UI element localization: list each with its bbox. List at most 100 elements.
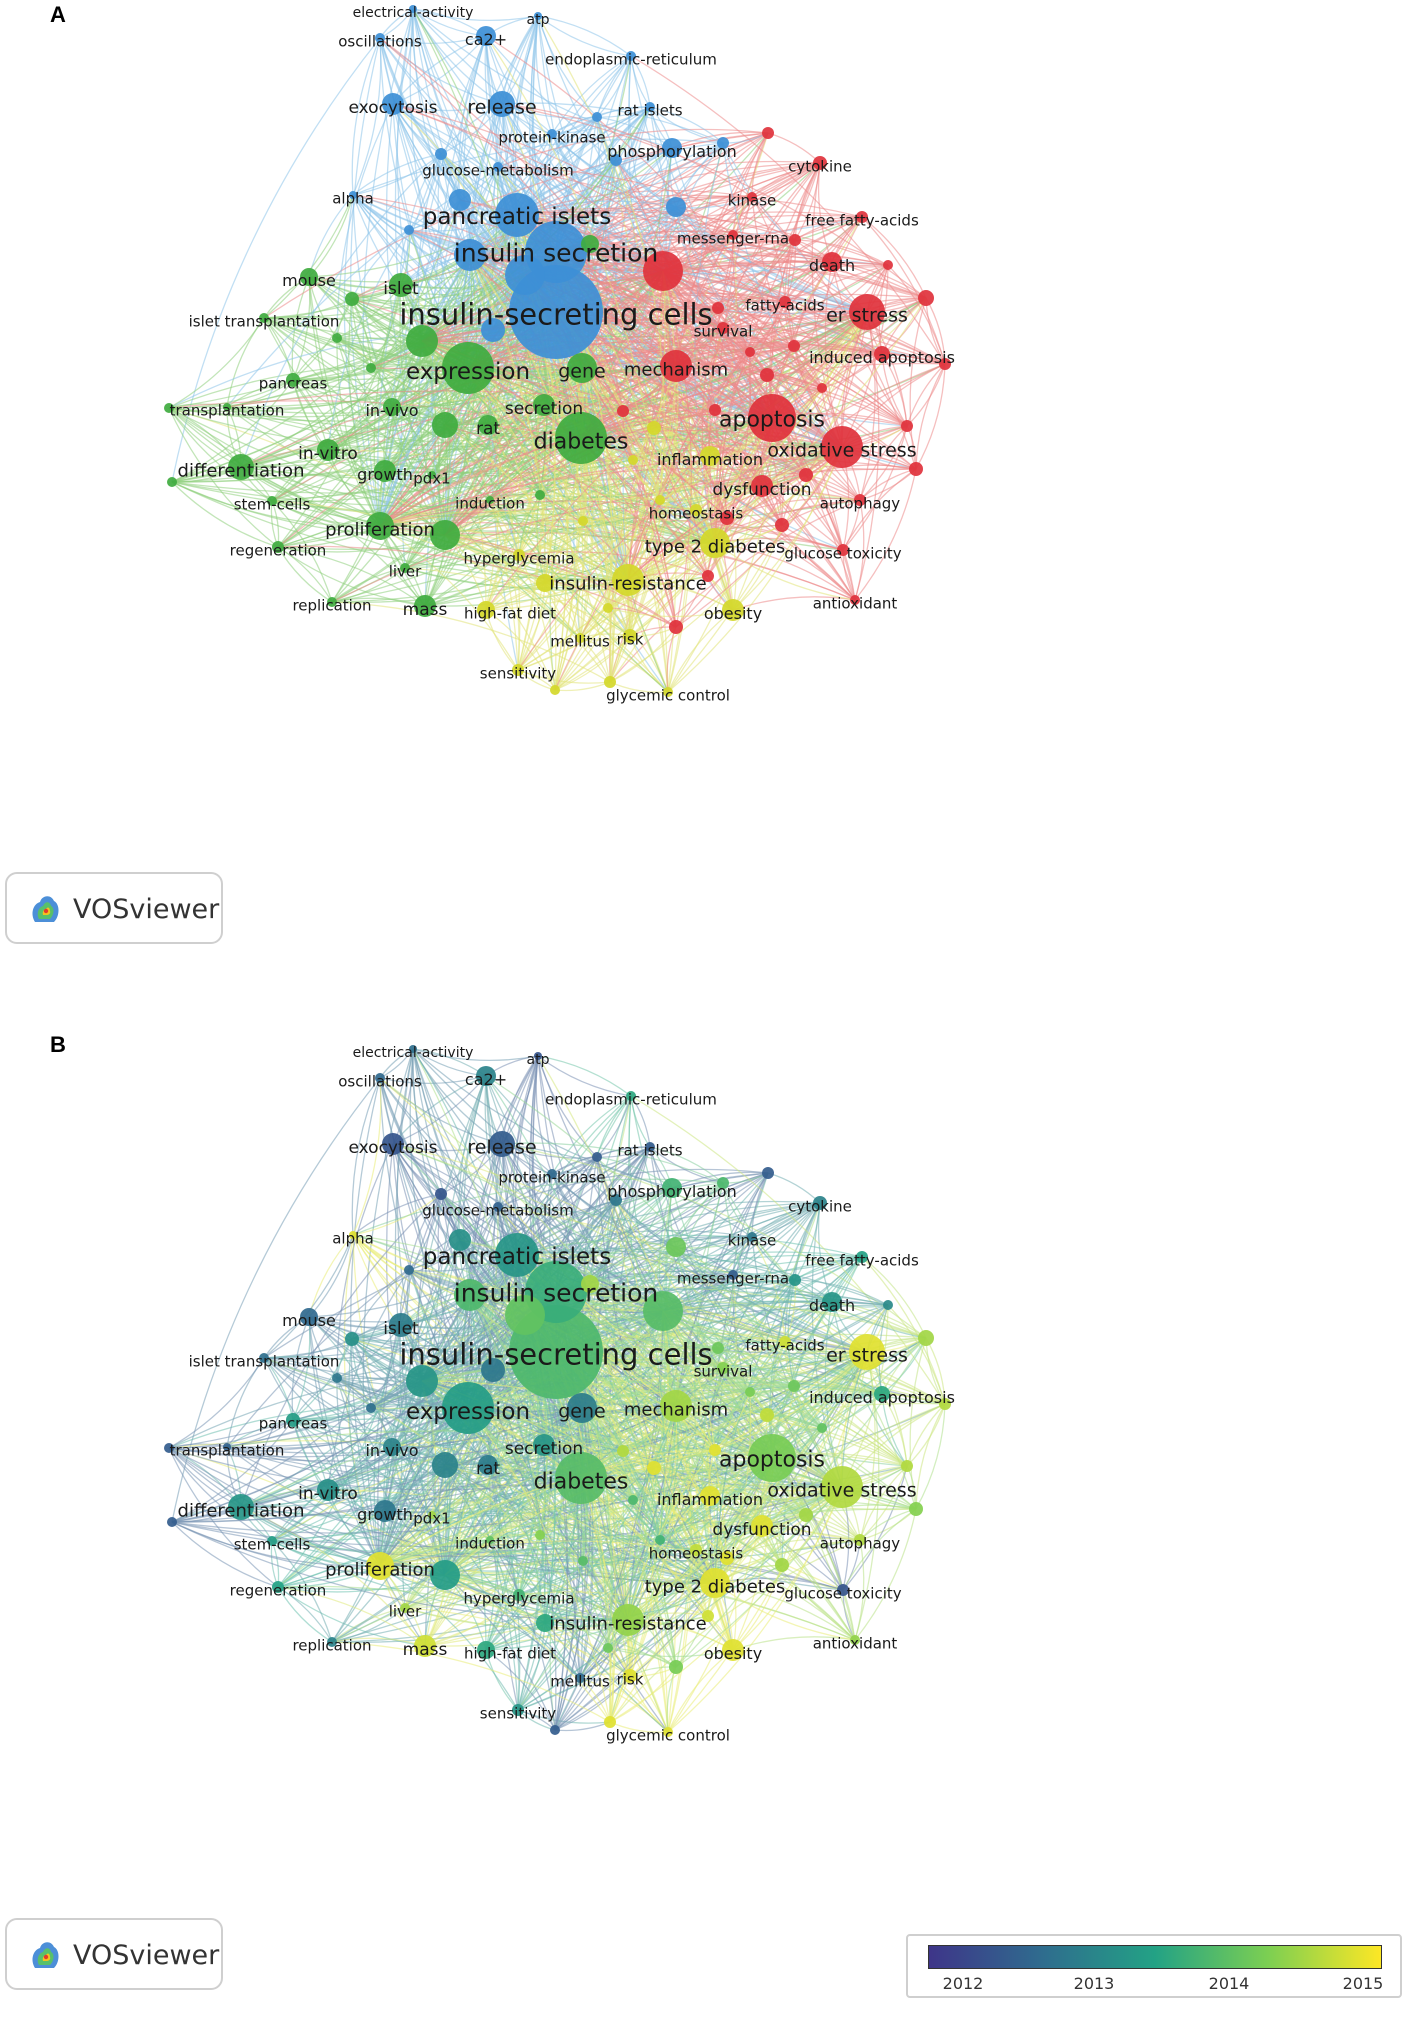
node-pancreatic-islets[interactable]: [495, 1233, 539, 1277]
node-unlabeled[interactable]: [712, 302, 724, 314]
node-unlabeled[interactable]: [918, 1330, 934, 1346]
node-secretion[interactable]: [533, 1434, 555, 1456]
node-unlabeled[interactable]: [762, 127, 774, 139]
node-unlabeled[interactable]: [760, 368, 774, 382]
node-glycemic-control[interactable]: [663, 687, 673, 697]
node-regeneration[interactable]: [272, 1581, 284, 1593]
node-rat[interactable]: [478, 1455, 498, 1475]
node-unlabeled[interactable]: [164, 1443, 174, 1453]
node-unlabeled[interactable]: [366, 363, 376, 373]
node-glucose-toxicity[interactable]: [837, 1584, 849, 1596]
node-unlabeled[interactable]: [617, 405, 629, 417]
node-transplantation[interactable]: [223, 403, 231, 411]
node-glycemic-control[interactable]: [663, 1727, 673, 1737]
node-unlabeled[interactable]: [655, 1535, 665, 1545]
node-phosphorylation[interactable]: [662, 1178, 682, 1198]
node-inflammation[interactable]: [700, 446, 720, 466]
node-homeostasis[interactable]: [690, 1544, 702, 1556]
node-pdx1[interactable]: [428, 471, 436, 479]
node-unlabeled[interactable]: [435, 148, 447, 160]
node-unlabeled[interactable]: [617, 1445, 629, 1457]
node-mechanism[interactable]: [660, 350, 692, 382]
node-induced-apoptosis[interactable]: [874, 1386, 890, 1402]
node-electrical-activity[interactable]: [409, 1045, 417, 1053]
node-atp[interactable]: [534, 1052, 542, 1060]
node-expression[interactable]: [442, 342, 494, 394]
node-exocytosis[interactable]: [382, 93, 404, 115]
node-unlabeled[interactable]: [603, 1643, 613, 1653]
node-unlabeled[interactable]: [817, 1423, 827, 1433]
node-er-stress[interactable]: [849, 294, 885, 330]
node-unlabeled[interactable]: [345, 1332, 359, 1346]
node-islet-transplantation[interactable]: [259, 1353, 269, 1363]
node-secretion[interactable]: [533, 394, 555, 416]
node-electrical-activity[interactable]: [409, 5, 417, 13]
node-autophagy[interactable]: [854, 494, 866, 506]
node-unlabeled[interactable]: [505, 1295, 545, 1335]
node-unlabeled[interactable]: [430, 520, 460, 550]
node-glucose-toxicity[interactable]: [837, 544, 849, 556]
node-type-2-diabetes[interactable]: [700, 1568, 730, 1598]
node-mass[interactable]: [414, 1635, 436, 1657]
node-islet[interactable]: [389, 1313, 413, 1337]
node-unlabeled[interactable]: [717, 137, 729, 149]
node-oxidative-stress[interactable]: [821, 1466, 863, 1508]
node-ca2[interactable]: [476, 1066, 496, 1086]
node-unlabeled[interactable]: [788, 1380, 800, 1392]
node-mechanism[interactable]: [660, 1390, 692, 1422]
node-islet[interactable]: [389, 273, 413, 297]
node-replication[interactable]: [327, 597, 337, 607]
node-exocytosis[interactable]: [382, 1133, 404, 1155]
node-unlabeled[interactable]: [669, 1660, 683, 1674]
node-unlabeled[interactable]: [406, 325, 438, 357]
node-unlabeled[interactable]: [505, 255, 545, 295]
node-mellitus[interactable]: [575, 633, 585, 643]
node-unlabeled[interactable]: [939, 358, 951, 370]
node-unlabeled[interactable]: [702, 1610, 714, 1622]
node-expression[interactable]: [442, 1382, 494, 1434]
node-unlabeled[interactable]: [592, 112, 602, 122]
node-unlabeled[interactable]: [817, 383, 827, 393]
node-unlabeled[interactable]: [909, 1502, 923, 1516]
node-unlabeled[interactable]: [717, 1177, 729, 1189]
node-risk[interactable]: [623, 629, 637, 643]
node-unlabeled[interactable]: [909, 462, 923, 476]
node-endoplasmic-reticulum[interactable]: [626, 51, 636, 61]
node-unlabeled[interactable]: [939, 1398, 951, 1410]
node-gene[interactable]: [567, 1393, 597, 1423]
node-rat[interactable]: [478, 415, 498, 435]
node-cytokine[interactable]: [813, 156, 827, 170]
node-in-vitro[interactable]: [317, 439, 339, 461]
node-alpha[interactable]: [349, 191, 357, 199]
node-unlabeled[interactable]: [604, 1716, 616, 1728]
node-hyperglycemia[interactable]: [513, 1589, 525, 1601]
node-unlabeled[interactable]: [404, 225, 414, 235]
node-unlabeled[interactable]: [643, 1291, 683, 1331]
node-glucose-metabolism[interactable]: [493, 162, 503, 172]
node-sensitivity[interactable]: [512, 1704, 524, 1716]
node-unlabeled[interactable]: [454, 239, 486, 271]
node-unlabeled[interactable]: [332, 333, 342, 343]
node-unlabeled[interactable]: [430, 1560, 460, 1590]
node-atp[interactable]: [534, 12, 542, 20]
node-unlabeled[interactable]: [536, 1614, 554, 1632]
node-mass[interactable]: [414, 595, 436, 617]
node-homeostasis[interactable]: [690, 504, 702, 516]
node-unlabeled[interactable]: [167, 477, 177, 487]
node-regeneration[interactable]: [272, 541, 284, 553]
node-unlabeled[interactable]: [628, 455, 638, 465]
node-unlabeled[interactable]: [709, 404, 721, 416]
node-obesity[interactable]: [722, 1639, 744, 1661]
node-unlabeled[interactable]: [581, 235, 599, 253]
node-survival[interactable]: [717, 1362, 729, 1374]
node-unlabeled[interactable]: [666, 1237, 686, 1257]
node-unlabeled[interactable]: [799, 1508, 813, 1522]
node-ca2[interactable]: [476, 26, 496, 46]
node-unlabeled[interactable]: [883, 1300, 893, 1310]
node-proliferation[interactable]: [366, 1552, 394, 1580]
node-unlabeled[interactable]: [775, 1558, 789, 1572]
node-unlabeled[interactable]: [610, 1194, 622, 1206]
node-proliferation[interactable]: [366, 512, 394, 540]
node-pancreas[interactable]: [286, 373, 300, 387]
node-survival[interactable]: [717, 322, 729, 334]
